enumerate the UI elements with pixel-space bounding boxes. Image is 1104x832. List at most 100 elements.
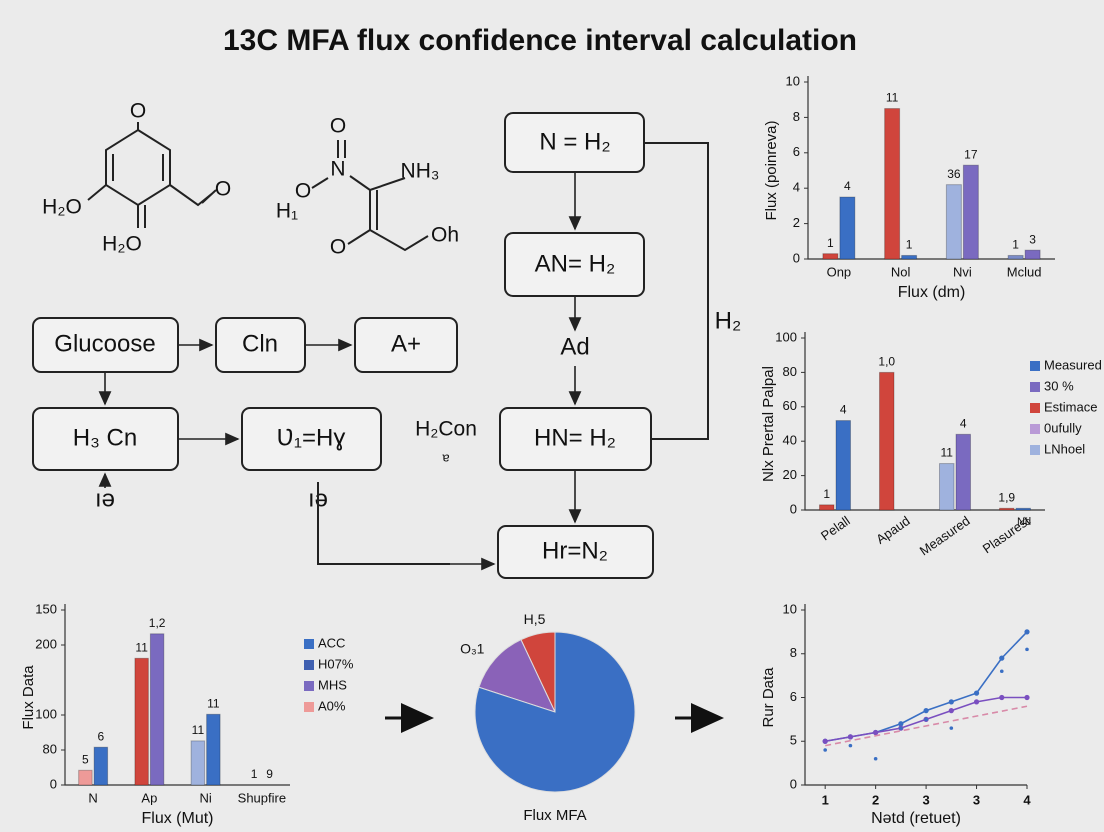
legend-swatch xyxy=(304,702,314,712)
pie-title: Flux MFA xyxy=(523,807,586,824)
y-tick-label: 5 xyxy=(790,733,797,748)
molecule: O N NH₃ O H₁ O Oh xyxy=(276,115,459,259)
bar-annotation: 5 xyxy=(82,752,89,766)
y-tick-label: 4 xyxy=(793,180,800,195)
atom: NH₃ xyxy=(401,160,440,183)
bar-annotation: 9 xyxy=(266,767,273,781)
legend-swatch xyxy=(1030,361,1040,371)
bar xyxy=(955,433,971,511)
y-axis-label: Rur Data xyxy=(760,667,777,728)
point xyxy=(847,734,854,740)
node-label: H₃ Cn xyxy=(73,424,137,451)
bar-annotation: 11 xyxy=(192,723,205,737)
bar-annotation: 1 xyxy=(827,236,834,250)
point xyxy=(924,717,928,722)
legend-label: LNhoel xyxy=(1044,441,1085,456)
bar xyxy=(939,463,955,511)
x-tick-label: 2 xyxy=(872,792,879,807)
x-tick-label: Apaud xyxy=(873,513,912,547)
x-tick-label: Nvi xyxy=(953,264,972,279)
legend-swatch xyxy=(1030,424,1040,434)
y-tick-label: 20 xyxy=(783,467,797,482)
bar-annotation: 1 xyxy=(1012,238,1019,252)
x-tick-label: Nol xyxy=(891,264,911,279)
bar-annotation: 11 xyxy=(135,640,148,654)
x-tick-label: Measured xyxy=(917,513,973,558)
bar xyxy=(962,164,979,260)
point xyxy=(949,726,954,730)
atom: O xyxy=(330,115,346,138)
point xyxy=(822,738,828,744)
legend-swatch xyxy=(304,660,314,670)
legend-swatch xyxy=(1030,403,1040,413)
point xyxy=(873,729,879,736)
bar-annotation: 3 xyxy=(1029,232,1036,246)
bar-annotation: 1 xyxy=(251,767,258,781)
bar-annotation: 4 xyxy=(960,416,967,430)
bar-annotation: 1 xyxy=(906,238,913,252)
node-label: Hr=N₂ xyxy=(542,537,608,564)
bar xyxy=(879,371,895,511)
x-axis-label: Flux (Mut) xyxy=(142,810,214,827)
point xyxy=(848,743,853,748)
line xyxy=(825,705,1028,747)
connector xyxy=(644,142,709,440)
y-tick-label: 0 xyxy=(790,776,797,791)
legend-label: Measured xyxy=(1044,357,1102,372)
legend-label: 30 % xyxy=(1044,378,1074,393)
point xyxy=(873,756,878,761)
x-tick-label: Shupfire xyxy=(238,790,286,805)
y-tick-label: 8 xyxy=(793,109,800,124)
node-label: A+ xyxy=(391,330,421,357)
node-label: Glucoose xyxy=(54,330,155,357)
bar-annotation: 4 xyxy=(844,179,851,193)
legend-swatch xyxy=(1030,445,1040,455)
point xyxy=(1024,694,1030,701)
pie-slice xyxy=(478,638,556,713)
legend-label: MHS xyxy=(318,677,347,692)
axis xyxy=(804,604,1027,786)
atom: H₂O xyxy=(42,196,82,219)
legend-label: Estimace xyxy=(1044,399,1097,414)
title: 13C MFA flux confidence interval calcula… xyxy=(223,24,857,57)
label: H₂Con xyxy=(415,418,477,441)
pie-slice xyxy=(474,631,636,793)
molecule: O H₂O O H₂O xyxy=(42,100,231,256)
legend-label: 0ufully xyxy=(1044,420,1082,435)
label: H₂ xyxy=(715,307,742,334)
bar-annotation: 11 xyxy=(207,696,220,710)
bar xyxy=(206,713,221,786)
y-tick-label: 0 xyxy=(793,250,800,265)
line xyxy=(825,631,1028,743)
slice-label: O₃1 xyxy=(460,641,485,657)
y-tick-label: 0 xyxy=(50,776,57,791)
label: Ad xyxy=(560,333,589,360)
bar xyxy=(901,254,918,260)
legend-swatch xyxy=(304,681,314,691)
x-tick-label: Mclud xyxy=(1007,264,1042,279)
x-tick-label: 1 xyxy=(822,792,829,807)
node-label: Cln xyxy=(242,330,278,357)
legend-swatch xyxy=(1030,382,1040,392)
y-tick-label: 60 xyxy=(783,398,797,413)
bar-annotation: 36 xyxy=(947,167,961,181)
point xyxy=(973,699,980,705)
bar xyxy=(134,657,149,786)
bar xyxy=(819,504,835,511)
bar-annotation: 1,9 xyxy=(998,490,1015,504)
atom: H₂O xyxy=(102,233,142,256)
y-axis-label: Flux (poinreva) xyxy=(763,120,780,220)
x-tick-label: Ap xyxy=(141,790,157,805)
x-tick-label: 4 xyxy=(1023,792,1031,807)
point xyxy=(948,699,954,705)
bar-annotation: 4 xyxy=(840,403,847,417)
connector xyxy=(317,482,450,565)
label: ɐ xyxy=(442,449,449,464)
bar-annotation: 1 xyxy=(823,487,830,501)
atom: Oh xyxy=(431,224,459,247)
bar-annotation: 6 xyxy=(98,729,105,743)
slice-label: H,5 xyxy=(524,611,546,627)
point xyxy=(1025,647,1029,652)
y-tick-label: 10 xyxy=(783,601,797,616)
